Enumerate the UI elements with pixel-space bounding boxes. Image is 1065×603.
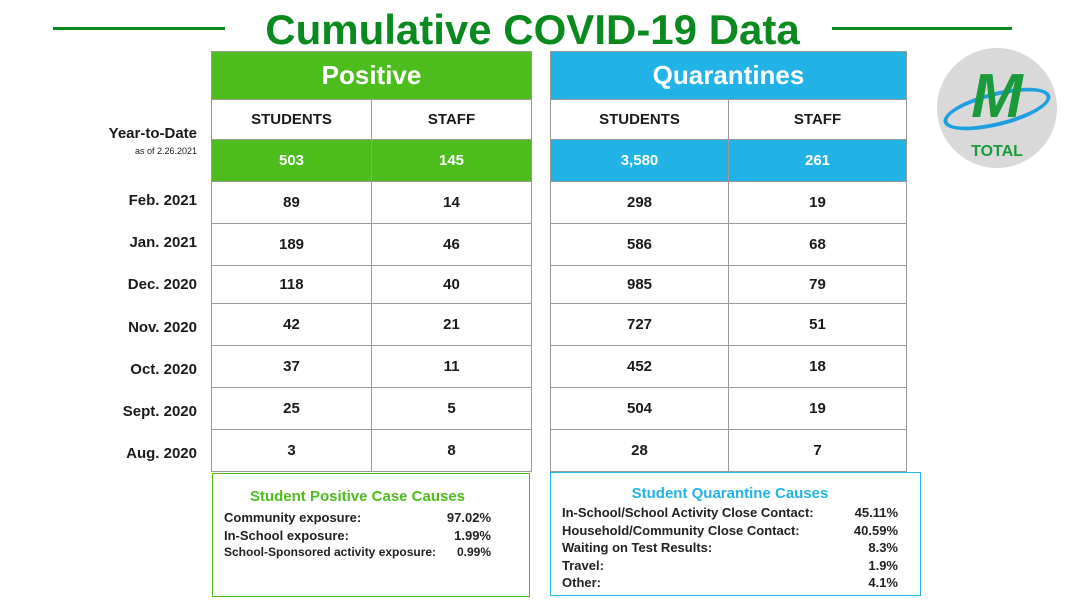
positive-header: Positive (211, 51, 532, 100)
quarantines-staff-col: STAFF (728, 99, 907, 140)
table-cell: 46 (371, 223, 532, 266)
cause-value: 4.1% (868, 575, 898, 590)
table-cell: 14 (371, 181, 532, 224)
table-cell: 118 (211, 265, 372, 304)
cause-value: 45.11% (854, 505, 898, 520)
title-rule-left (53, 27, 225, 30)
row-label-month: Feb. 2021 (128, 192, 197, 209)
cause-label: Household/Community Close Contact: (562, 522, 800, 538)
quarantine-causes-box: Student Quarantine Causes In-School/Scho… (550, 472, 921, 596)
cause-row: Household/Community Close Contact: 40.59… (562, 522, 898, 540)
quarantines-students-col: STUDENTS (550, 99, 729, 140)
cause-value: 0.99% (456, 545, 491, 559)
cause-label: Travel: (562, 557, 604, 573)
quarantines-ytd-staff: 261 (728, 139, 907, 182)
positive-ytd-students: 503 (211, 139, 372, 182)
table-cell: 89 (211, 181, 372, 224)
table-cell: 985 (550, 265, 729, 304)
cause-row: Waiting on Test Results: 8.3% (562, 539, 898, 557)
row-label-month: Dec. 2020 (127, 276, 197, 293)
table-cell: 68 (728, 223, 907, 266)
cause-row: Community exposure: 97.02% (224, 509, 491, 527)
table-cell: 298 (550, 181, 729, 224)
table-cell: 21 (371, 303, 532, 346)
quarantines-header: Quarantines (550, 51, 907, 100)
table-cell: 5 (371, 387, 532, 430)
row-label-month: Aug. 2020 (126, 445, 197, 462)
cause-label: In-School exposure: (224, 527, 349, 543)
table-cell: 452 (550, 345, 729, 388)
positive-ytd-staff: 145 (371, 139, 532, 182)
row-label-month: Nov. 2020 (128, 319, 197, 336)
title-rule-right (832, 27, 1012, 30)
cause-value: 97.02% (446, 510, 491, 525)
table-cell: 189 (211, 223, 372, 266)
cause-label: Other: (562, 575, 601, 590)
table-cell: 18 (728, 345, 907, 388)
cause-row: In-School/School Activity Close Contact:… (562, 504, 898, 522)
positive-staff-col: STAFF (371, 99, 532, 140)
quarantines-table: Quarantines STUDENTS STAFF 3,580 261 298… (550, 51, 907, 472)
cause-row: School-Sponsored activity exposure: 0.99… (224, 544, 491, 562)
table-cell: 8 (371, 429, 532, 472)
ytd-sublabel: as of 2.26.2021 (134, 146, 197, 156)
table-cell: 51 (728, 303, 907, 346)
table-cell: 504 (550, 387, 729, 430)
cause-row: In-School exposure: 1.99% (224, 527, 491, 545)
cause-label: In-School/School Activity Close Contact: (562, 505, 814, 520)
table-cell: 11 (371, 345, 532, 388)
row-label-month: Jan. 2021 (129, 234, 197, 251)
row-label-month: Sept. 2020 (122, 403, 197, 420)
positive-table: Positive STUDENTS STAFF 503 145 89 14 189… (211, 51, 532, 472)
ytd-label: Year-to-Date (108, 125, 197, 142)
cause-label: School-Sponsored activity exposure: (224, 545, 437, 559)
table-cell: 727 (550, 303, 729, 346)
quarantines-ytd-students: 3,580 (550, 139, 729, 182)
cause-label: Community exposure: (224, 510, 362, 525)
logo-letter: M (971, 62, 1023, 131)
table-cell: 40 (371, 265, 532, 304)
table-cell: 7 (728, 429, 907, 472)
positive-causes-box: Student Positive Case Causes Community e… (212, 473, 530, 597)
table-cell: 586 (550, 223, 729, 266)
cause-value: 1.99% (454, 527, 491, 543)
table-cell: 79 (728, 265, 907, 304)
positive-students-col: STUDENTS (211, 99, 372, 140)
table-cell: 25 (211, 387, 372, 430)
cause-value: 1.9% (868, 557, 898, 573)
cause-label: Waiting on Test Results: (562, 540, 713, 555)
cause-value: 40.59% (853, 522, 898, 538)
school-logo-icon: M TOTAL (937, 48, 1057, 168)
quarantine-causes-title: Student Quarantine Causes (631, 485, 829, 502)
cause-row: Other: 4.1% (562, 574, 898, 592)
positive-causes-title: Student Positive Case Causes (249, 488, 466, 505)
page-title: Cumulative COVID-19 Data (265, 6, 800, 53)
logo-text: TOTAL (971, 143, 1023, 160)
table-cell: 37 (211, 345, 372, 388)
table-cell: 3 (211, 429, 372, 472)
table-cell: 28 (550, 429, 729, 472)
row-label-month: Oct. 2020 (130, 361, 197, 378)
table-cell: 19 (728, 387, 907, 430)
cause-row: Travel: 1.9% (562, 557, 898, 575)
cause-value: 8.3% (868, 540, 898, 555)
table-cell: 19 (728, 181, 907, 224)
table-cell: 42 (211, 303, 372, 346)
